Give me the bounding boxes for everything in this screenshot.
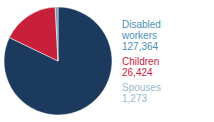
annotation-line: 1,273 <box>122 93 147 104</box>
annotation: Children26,424 <box>122 56 159 78</box>
pie-slice <box>55 7 58 61</box>
annotation: Disabledworkers127,364 <box>121 19 161 52</box>
annotation-line: 26,424 <box>122 67 153 78</box>
pie <box>4 7 112 115</box>
pie-slice <box>9 7 58 61</box>
annotation-line: Spouses <box>122 82 161 93</box>
annotation-line: workers <box>121 30 157 41</box>
annotation-line: 127,364 <box>122 41 159 52</box>
annotation: Spouses1,273 <box>122 82 161 104</box>
annotation-line: Disabled <box>122 19 161 30</box>
chart: Disabledworkers127,364 Children26,424 Spou… <box>0 0 214 122</box>
pie-slice <box>4 7 112 115</box>
annotation-line: Children <box>122 56 159 67</box>
